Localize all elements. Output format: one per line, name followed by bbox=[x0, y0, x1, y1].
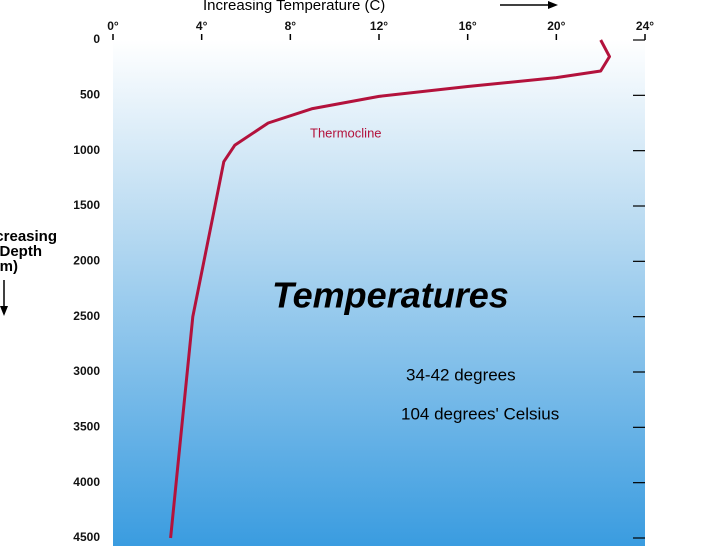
x-tick-label: 20° bbox=[547, 19, 565, 33]
annotation: Temperatures bbox=[272, 275, 509, 316]
x-tick-label: 16° bbox=[459, 19, 477, 33]
y-tick-label: 1500 bbox=[73, 198, 100, 212]
annotation: 34-42 degrees bbox=[406, 365, 516, 384]
y-axis-arrow bbox=[0, 280, 8, 316]
y-tick-label: 4000 bbox=[73, 475, 100, 489]
y-tick-label: 3000 bbox=[73, 364, 100, 378]
x-tick-label: 24° bbox=[636, 19, 654, 33]
y-tick-label: 4500 bbox=[73, 530, 100, 544]
y-tick-label: 2000 bbox=[73, 254, 100, 268]
chart-title: Increasing Temperature (C) bbox=[203, 0, 385, 14]
x-tick-label: 12° bbox=[370, 19, 388, 33]
y-axis-label-line: Depth bbox=[0, 243, 42, 260]
x-tick-label: 4° bbox=[196, 19, 208, 33]
y-axis-label-line: (m) bbox=[0, 258, 18, 275]
annotation: 104 degrees' Celsius bbox=[401, 404, 559, 423]
y-tick-label: 1000 bbox=[73, 143, 100, 157]
y-tick-label: 500 bbox=[80, 88, 100, 102]
plot-background bbox=[113, 40, 645, 546]
x-tick-label: 0° bbox=[107, 19, 119, 33]
y-tick-label: 0 bbox=[93, 32, 100, 46]
x-tick-label: 8° bbox=[285, 19, 297, 33]
y-tick-label: 3500 bbox=[73, 420, 100, 434]
y-tick-label: 2500 bbox=[73, 309, 100, 323]
y-axis-label-line: Increasing bbox=[0, 228, 57, 245]
annotation: Thermocline bbox=[310, 125, 382, 140]
title-arrow bbox=[500, 1, 558, 9]
profile-line bbox=[169, 39, 611, 539]
